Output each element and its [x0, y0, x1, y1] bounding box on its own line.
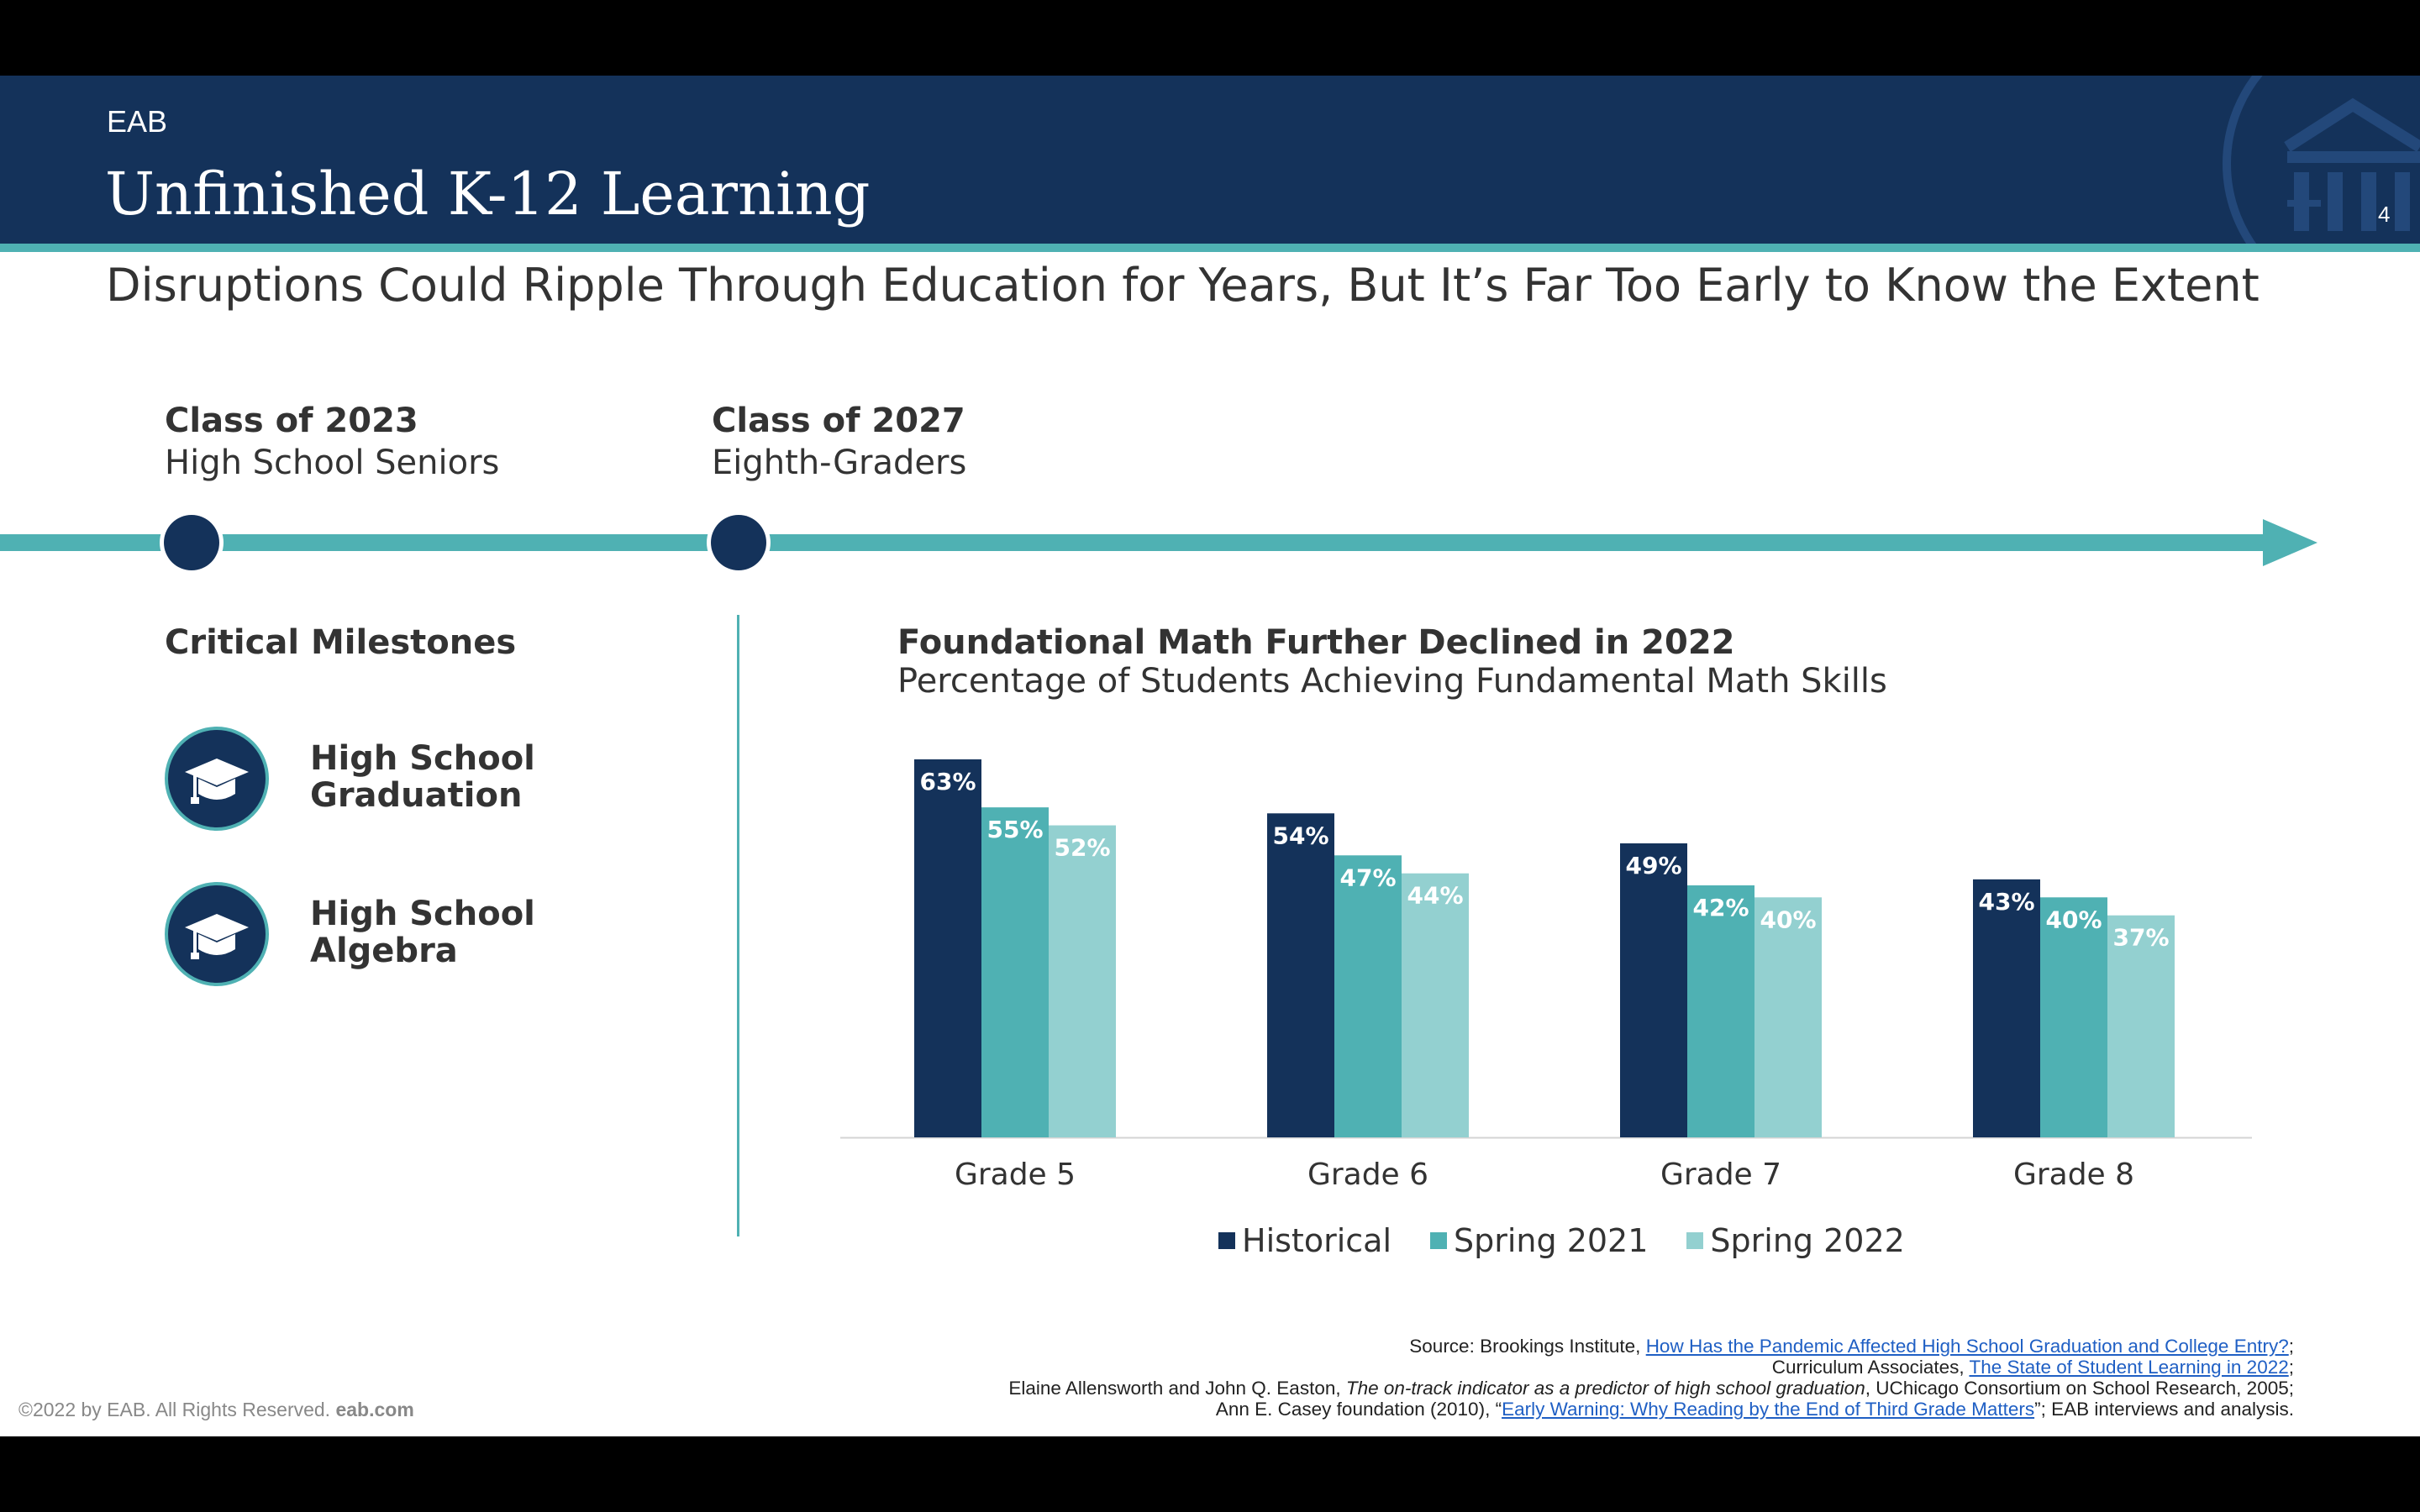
data-label-spring-2021-grade-8: 40%: [2045, 906, 2102, 933]
bar-chart: 63% 55% 52% Grade 5 54% 47% 44% Grade 6 49% 42% 40…: [840, 759, 2252, 1192]
bar-spring-2022-grade-6: [1402, 873, 1469, 1137]
x-tick-label-grade-7: Grade 7: [1660, 1158, 1781, 1192]
header-stripe: [0, 244, 2420, 252]
legend-item-historical: Historical: [1218, 1222, 1392, 1259]
milestone-graduation-line2: Graduation: [310, 776, 523, 815]
chart-subtitle: Percentage of Students Achieving Fundame…: [897, 662, 1887, 701]
class-2027-block: Class of 2027 Eighth-Graders: [712, 402, 966, 482]
milestone-algebra-line1: High School: [310, 895, 535, 933]
bar-spring-2022-grade-8: [2107, 915, 2175, 1137]
bar-spring-2021-grade-6: [1334, 855, 1402, 1137]
data-label-spring-2021-grade-6: 47%: [1339, 864, 1396, 891]
milestone-graduation-line1: High School: [310, 739, 535, 778]
legend-item-spring-2022: Spring 2022: [1686, 1222, 1905, 1259]
critical-milestones-heading: Critical Milestones: [165, 623, 517, 662]
x-tick-label-grade-6: Grade 6: [1307, 1158, 1428, 1192]
x-tick-label-grade-8: Grade 8: [2013, 1158, 2134, 1192]
milestone-algebra-line2: Algebra: [310, 932, 458, 970]
graduation-cap-icon: [165, 727, 269, 831]
bar-spring-2021-grade-5: [981, 807, 1049, 1137]
data-label-spring-2021-grade-5: 55%: [986, 816, 1043, 843]
data-label-historical-grade-8: 43%: [1978, 888, 2034, 916]
slide: EAB Unfinished K-12 Learning 4 Disruptio…: [0, 76, 2420, 1436]
data-label-spring-2022-grade-6: 44%: [1407, 882, 1463, 910]
legend-swatch-historical: [1218, 1232, 1235, 1249]
brand-label: EAB: [107, 104, 168, 139]
class-2023-subtitle: High School Seniors: [165, 444, 500, 482]
chart-legend: Historical Spring 2021 Spring 2022: [1218, 1222, 1944, 1259]
data-label-historical-grade-6: 54%: [1272, 822, 1328, 849]
timeline-arrow-icon: [2263, 519, 2317, 566]
eab-logo-watermark-icon: [2193, 76, 2420, 248]
legend-label-historical: Historical: [1242, 1222, 1392, 1259]
source-line-3: Elaine Allensworth and John Q. Easton, T…: [1008, 1378, 2294, 1399]
class-2023-block: Class of 2023 High School Seniors: [165, 402, 499, 482]
header-bar: EAB Unfinished K-12 Learning 4: [0, 76, 2420, 248]
timeline-line: [0, 534, 2269, 551]
x-tick-label-grade-5: Grade 5: [955, 1158, 1076, 1192]
bar-historical-grade-7: [1620, 843, 1687, 1137]
source-line-4: Ann E. Casey foundation (2010), “Early W…: [1215, 1399, 2294, 1420]
timeline-marker-2027: [711, 515, 766, 570]
bar-historical-grade-5: [914, 759, 981, 1137]
legend-swatch-spring-2022: [1686, 1232, 1704, 1249]
graduation-cap-icon: [165, 882, 269, 986]
slide-subtitle: Disruptions Could Ripple Through Educati…: [106, 259, 2260, 312]
bar-historical-grade-8: [1973, 879, 2040, 1137]
data-label-spring-2022-grade-7: 40%: [1760, 906, 1816, 933]
milestone-algebra-label: High School Algebra: [310, 895, 535, 969]
timeline-marker-2023: [164, 515, 219, 570]
source-link-brookings[interactable]: How Has the Pandemic Affected High Schoo…: [1645, 1336, 2289, 1357]
bar-spring-2021-grade-7: [1687, 885, 1754, 1137]
timeline: [0, 512, 2317, 575]
data-label-spring-2022-grade-8: 37%: [2112, 924, 2169, 952]
source-line-1: Source: Brookings Institute, How Has the…: [1409, 1336, 2294, 1357]
copyright-text: ©2022 by EAB. All Rights Reserved.: [18, 1399, 331, 1420]
class-2027-title: Class of 2027: [712, 402, 965, 440]
class-2023-title: Class of 2023: [165, 402, 418, 440]
legend-label-spring-2021: Spring 2021: [1454, 1222, 1649, 1259]
page-title: Unfinished K-12 Learning: [105, 160, 871, 228]
class-2027-subtitle: Eighth-Graders: [712, 444, 967, 482]
source-line-2: Curriculum Associates, The State of Stud…: [1771, 1357, 2294, 1378]
source-link-casey-foundation[interactable]: Early Warning: Why Reading by the End of…: [1502, 1399, 2035, 1420]
section-divider: [737, 615, 739, 1236]
data-label-historical-grade-5: 63%: [919, 768, 976, 795]
data-label-spring-2021-grade-7: 42%: [1692, 894, 1749, 921]
data-label-spring-2022-grade-5: 52%: [1054, 834, 1110, 862]
source-notes: Source: Brookings Institute, How Has the…: [1008, 1336, 2294, 1420]
footer-site: eab.com: [335, 1399, 414, 1420]
legend-swatch-spring-2021: [1430, 1232, 1447, 1249]
data-label-historical-grade-7: 49%: [1625, 852, 1681, 879]
bar-historical-grade-6: [1267, 813, 1334, 1137]
page-number: 4: [2378, 202, 2391, 227]
bar-spring-2022-grade-5: [1049, 825, 1116, 1137]
legend-label-spring-2022: Spring 2022: [1710, 1222, 1905, 1259]
legend-item-spring-2021: Spring 2021: [1430, 1222, 1648, 1259]
bar-spring-2021-grade-8: [2040, 897, 2107, 1137]
copyright-footer: ©2022 by EAB. All Rights Reserved. eab.c…: [18, 1399, 414, 1421]
chart-title: Foundational Math Further Declined in 20…: [897, 623, 1735, 662]
milestone-graduation-label: High School Graduation: [310, 740, 535, 814]
source-link-curriculum-associates[interactable]: The State of Student Learning in 2022: [1969, 1357, 2289, 1378]
bar-spring-2022-grade-7: [1754, 897, 1822, 1137]
